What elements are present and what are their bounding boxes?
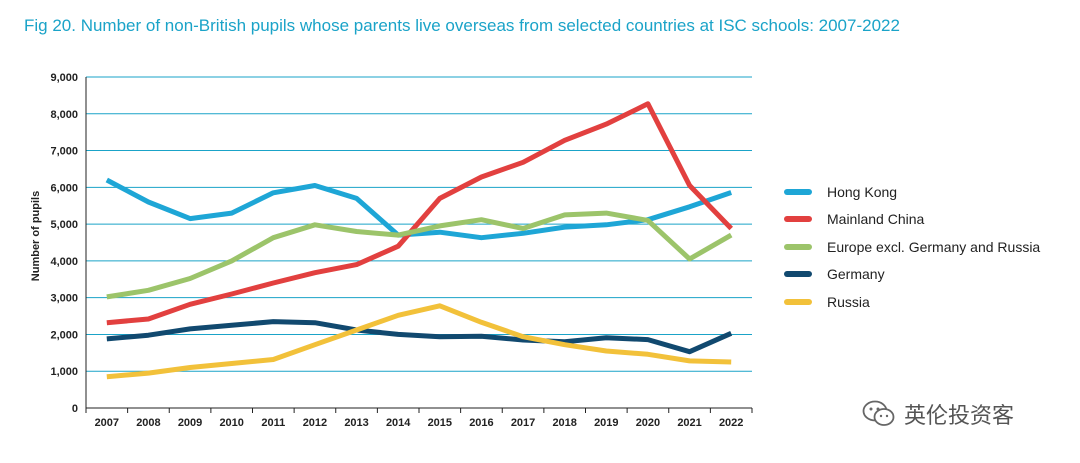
- x-tick-label: 2021: [677, 417, 701, 429]
- series-line-mainland-china: [106, 101, 733, 326]
- chart-title: Fig 20. Number of non-British pupils who…: [24, 16, 900, 35]
- series-line-russia: [106, 303, 732, 380]
- x-tick-label: 2013: [344, 417, 368, 429]
- x-tick-label: 2009: [178, 417, 202, 429]
- y-tick-label: 5,000: [50, 219, 78, 231]
- x-tick-label: 2018: [552, 417, 576, 429]
- y-axis-label: Number of pupils: [30, 191, 42, 281]
- y-tick-label: 7,000: [50, 146, 78, 158]
- y-tick-label: 1,000: [50, 366, 78, 378]
- x-tick-label: 2011: [261, 417, 285, 429]
- wechat-icon: [862, 400, 895, 426]
- legend-label: Hong Kong: [827, 183, 898, 200]
- legend-label: Mainland China: [827, 211, 925, 228]
- x-tick-label: 2019: [594, 417, 618, 429]
- legend-label: Russia: [827, 293, 870, 310]
- legend: Hong Kong Mainland China Europe excl. Germ…: [784, 178, 1040, 316]
- y-tick-labels: 0 1,000 2,000 3,000 4,000 5,000 6,000 7,000 8,00…: [50, 72, 78, 415]
- legend-swatch: [784, 271, 812, 278]
- y-tick-label: 9,000: [50, 72, 78, 84]
- y-tick-label: 8,000: [50, 109, 78, 121]
- watermark-text: 英伦投资客: [904, 404, 1015, 429]
- y-tick-label: 3,000: [50, 293, 78, 305]
- axes: [85, 77, 753, 413]
- x-tick-label: 2016: [469, 417, 493, 429]
- legend-item: Mainland China: [784, 206, 1040, 234]
- legend-item: Russia: [784, 288, 1040, 316]
- x-tick-label: 2010: [219, 417, 243, 429]
- legend-swatch: [784, 188, 812, 195]
- y-tick-label: 2,000: [50, 329, 78, 341]
- x-tick-label: 2015: [428, 417, 452, 429]
- x-tick-labels: 2007 2008 2009 2010 2011 2012 2013 2014 2015 2016…: [95, 417, 744, 429]
- legend-item: Europe excl. Germany and Russia: [784, 233, 1040, 261]
- y-tick-label: 4,000: [50, 256, 78, 268]
- x-tick-label: 2007: [95, 417, 119, 429]
- legend-swatch: [784, 298, 812, 305]
- legend-item: Hong Kong: [784, 178, 1040, 206]
- legend-label: Europe excl. Germany and Russia: [827, 238, 1041, 255]
- legend-label: Germany: [827, 266, 885, 283]
- series-line-germany: [106, 319, 733, 355]
- legend-swatch: [784, 216, 812, 223]
- legend-swatch: [784, 243, 812, 250]
- series-lines: [105, 101, 733, 380]
- x-tick-label: 2014: [386, 417, 411, 429]
- y-tick-label: 0: [72, 403, 78, 415]
- y-tick-label: 6,000: [50, 182, 78, 194]
- x-tick-label: 2020: [636, 417, 660, 429]
- x-tick-label: 2022: [719, 417, 743, 429]
- legend-item: Germany: [784, 261, 1040, 289]
- series-line-europe-excl-germany-and-russia: [106, 210, 733, 300]
- series-line-hong-kong: [105, 177, 733, 241]
- x-tick-label: 2008: [136, 417, 160, 429]
- x-tick-label: 2017: [511, 417, 535, 429]
- watermark: 英伦投资客: [862, 398, 1014, 430]
- x-tick-label: 2012: [303, 417, 327, 429]
